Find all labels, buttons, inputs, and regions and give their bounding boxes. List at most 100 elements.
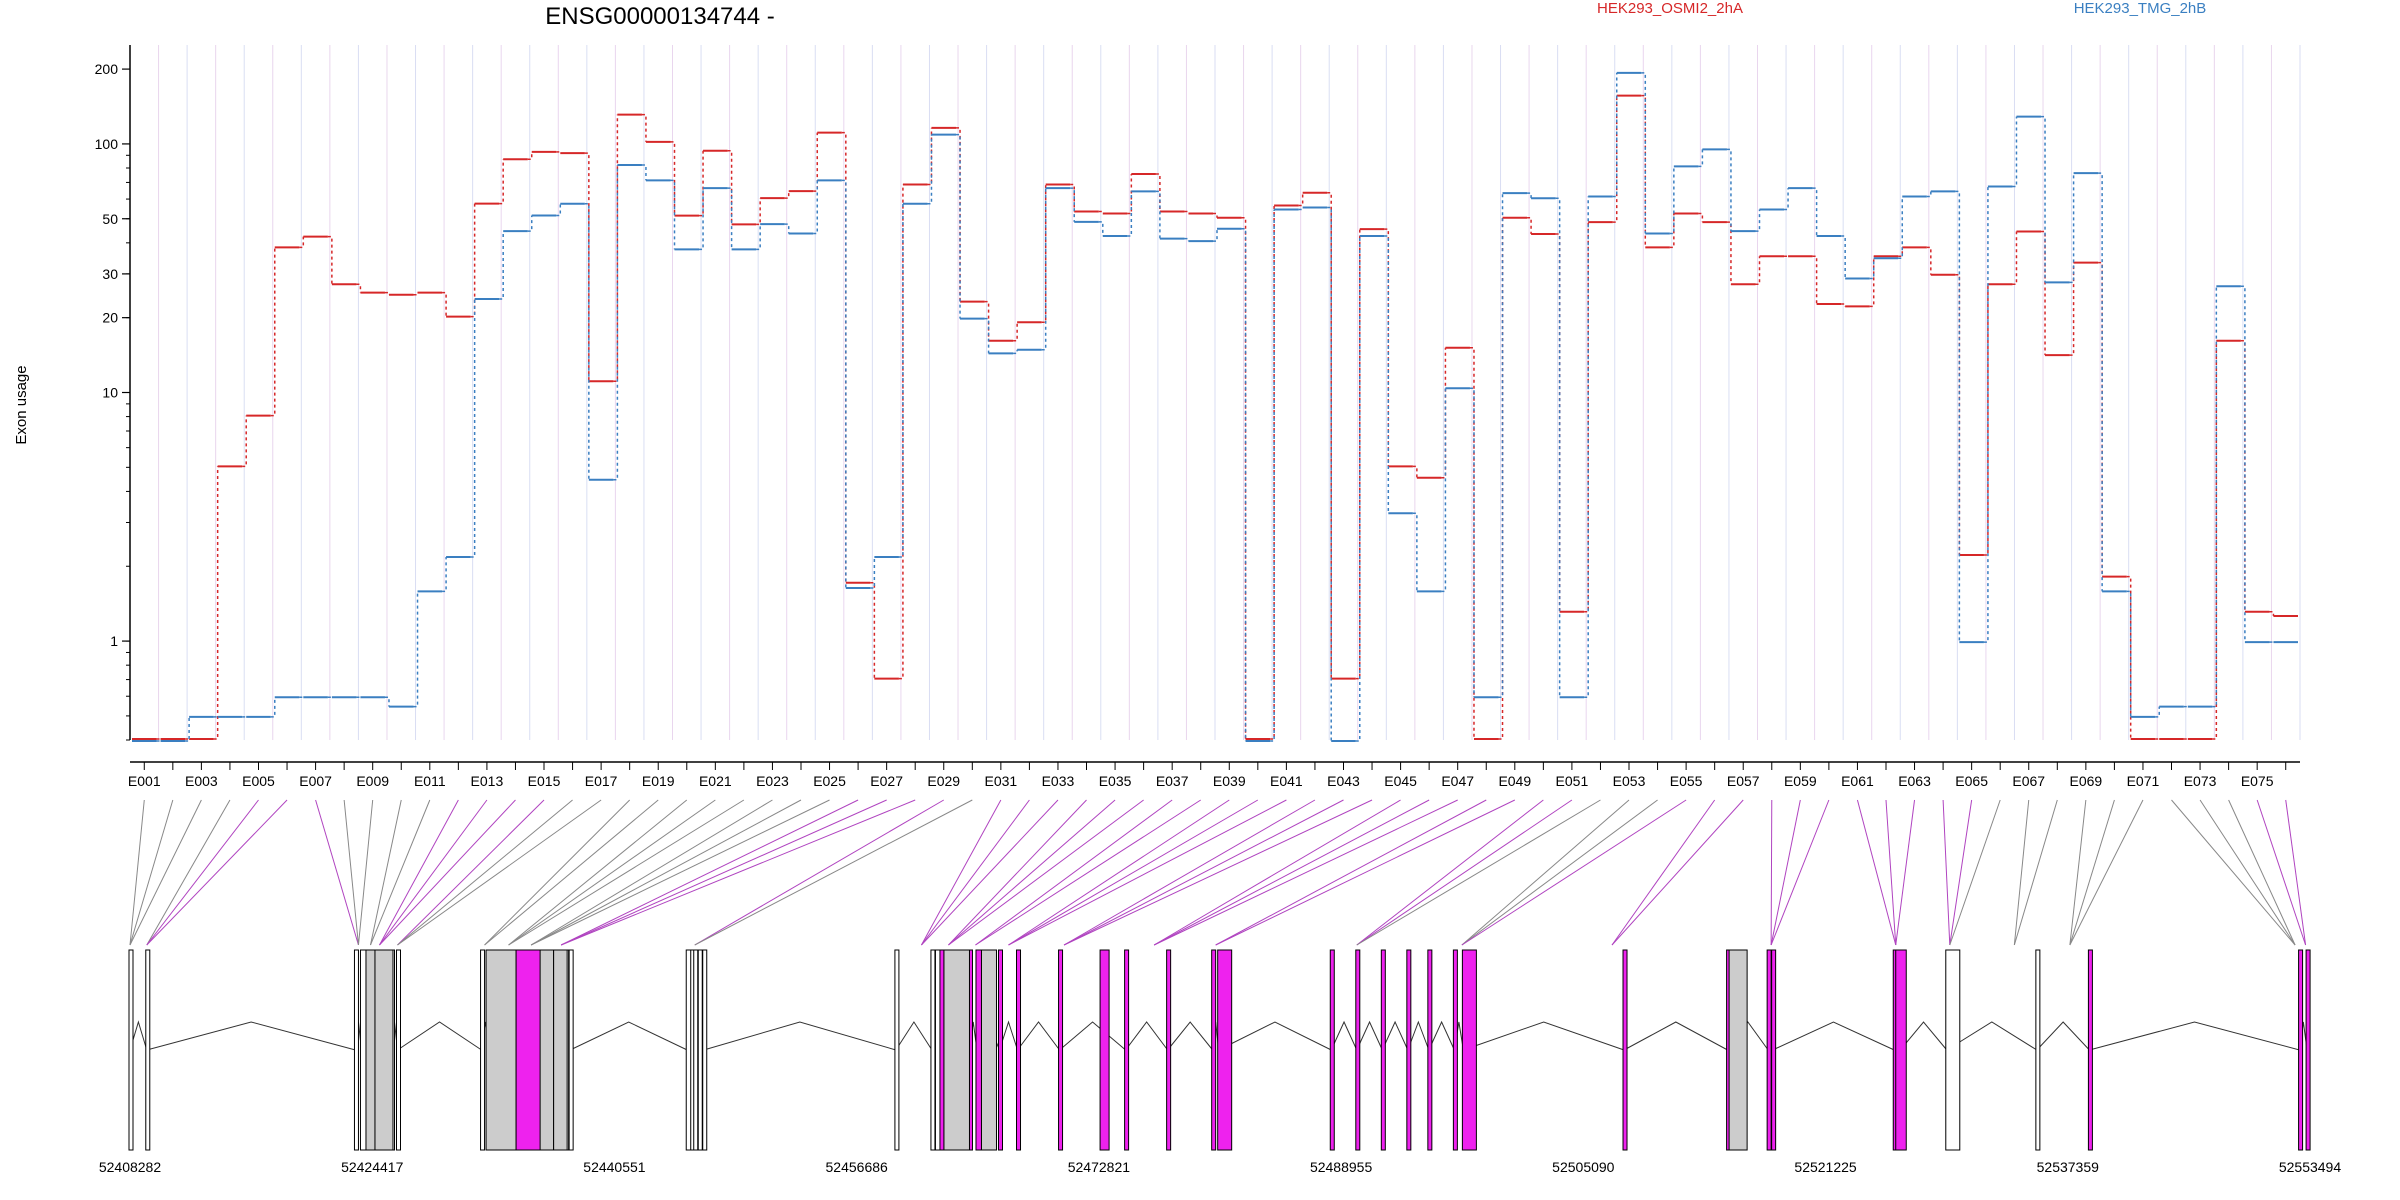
series-connector [470, 203, 476, 318]
exon-link [1942, 799, 1951, 946]
exon-link [1063, 799, 1316, 946]
legend-entry-tmg: HEK293_TMG_2hB [2074, 0, 2207, 17]
exon-link [2285, 799, 2307, 946]
y-tick-label: 200 [95, 61, 119, 77]
exon-link [1356, 799, 1601, 946]
intron-line [397, 1021, 482, 1051]
series-connector [2098, 261, 2103, 577]
y-tick-label: 50 [102, 211, 118, 227]
series-connector [784, 223, 790, 234]
exon-link [1770, 799, 1773, 946]
series-connector [1155, 173, 1161, 212]
exon-link [1008, 799, 1230, 946]
x-tick-label: E061 [1841, 773, 1874, 789]
series-connector [613, 114, 619, 382]
series-connector [1926, 191, 1932, 198]
series-connector [813, 132, 819, 192]
series-connector [1926, 246, 1932, 275]
intron-line [1059, 1021, 1126, 1051]
exon-link [484, 799, 631, 946]
intron-line [703, 1021, 897, 1051]
exon-link [508, 799, 688, 946]
series-connector [2069, 173, 2075, 284]
exon-link [948, 799, 1144, 946]
exon-block [697, 949, 703, 1151]
series-connector [413, 292, 419, 296]
series-connector [1641, 94, 1647, 248]
series-connector [1327, 206, 1332, 741]
x-tick-label: E065 [1955, 773, 1988, 789]
series-connector [1298, 192, 1304, 207]
series-connector [984, 317, 990, 354]
series-connector [1184, 210, 1190, 214]
coordinate-label: 52408282 [99, 1159, 162, 1175]
series-connector [527, 151, 533, 160]
x-tick-label: E045 [1384, 773, 1417, 789]
intron-line [1946, 1021, 2038, 1051]
series-connector [1270, 209, 1275, 742]
exon-block [480, 949, 486, 1151]
x-tick-label: E063 [1898, 773, 1931, 789]
exon-link [146, 799, 259, 946]
exon-link [560, 799, 916, 946]
series-connector [641, 113, 647, 142]
series-connector [1898, 247, 1904, 258]
series-connector [1184, 237, 1190, 242]
series-connector [270, 247, 276, 417]
series-layer [132, 71, 2298, 742]
series-connector [784, 191, 790, 199]
series-connector [556, 203, 562, 217]
exon-block [1329, 949, 1335, 1151]
exon-link [1461, 799, 1658, 946]
series-connector [2240, 340, 2246, 612]
x-tick-label: E027 [870, 773, 903, 789]
series-connector [1955, 190, 1961, 643]
x-tick-label: E041 [1270, 773, 1303, 789]
series-connector [2069, 262, 2075, 356]
exon-link [129, 799, 145, 946]
exon-link [1949, 799, 1973, 946]
coordinate-label: 52553494 [2279, 1159, 2342, 1175]
exon-link [694, 799, 973, 946]
series-connector [384, 696, 390, 707]
x-tick-label: E047 [1441, 773, 1474, 789]
series-connector [670, 179, 676, 250]
exon-link [2069, 799, 2087, 946]
exon-link [397, 799, 602, 946]
series-connector [1527, 217, 1532, 235]
x-tick-label: E075 [2241, 773, 2274, 789]
series-connector [870, 556, 876, 589]
intron-line [146, 1021, 356, 1051]
exon-region [553, 949, 568, 1151]
exon-link [694, 799, 945, 946]
exon-link [530, 799, 802, 946]
x-tick-label: E067 [2012, 773, 2045, 789]
exon-link [315, 799, 359, 946]
exon-link [530, 799, 773, 946]
exon-link [2069, 799, 2115, 946]
series-connector [699, 188, 704, 251]
series-connector [413, 591, 419, 708]
exon-link [1153, 799, 1401, 946]
series-connector [470, 298, 476, 558]
series-connector [442, 291, 447, 317]
series-connector [1698, 212, 1704, 223]
exon-link [508, 799, 745, 946]
intron-line [1381, 1020, 1409, 1051]
x-tick-label: E009 [356, 773, 389, 789]
series-connector [270, 697, 276, 718]
series-connector [499, 159, 504, 205]
exon-block [128, 949, 134, 1151]
series-connector [2240, 285, 2246, 643]
y-tick-label: 1 [110, 633, 118, 649]
exon-link [146, 799, 231, 946]
exon-region [539, 949, 555, 1151]
y-tick-label: 30 [102, 266, 118, 282]
series-connector [1412, 512, 1418, 592]
x-tick-label: E021 [699, 773, 732, 789]
exon-block [997, 949, 1003, 1151]
series-connector [1726, 148, 1732, 232]
series-connector [1041, 184, 1047, 323]
series-connector [1955, 273, 1961, 555]
exon-region [1895, 949, 1907, 1151]
